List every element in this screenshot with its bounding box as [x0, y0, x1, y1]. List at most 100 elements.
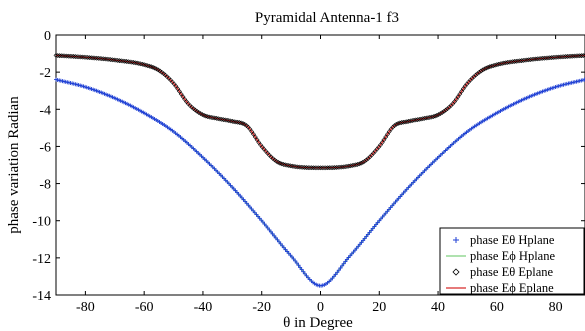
data-point [542, 55, 547, 61]
data-point [489, 63, 494, 69]
data-point [58, 53, 64, 59]
data-point [432, 113, 438, 119]
data-point [326, 165, 332, 171]
data-point [95, 55, 101, 61]
data-point [467, 77, 473, 83]
legend-label: phase Eϕ Eplane [470, 281, 554, 295]
data-point [134, 60, 140, 66]
data-point [533, 56, 539, 62]
data-point [527, 57, 533, 63]
data-point [513, 58, 519, 64]
data-point [561, 54, 567, 60]
data-point [294, 261, 299, 266]
data-point [353, 162, 359, 168]
data-point [62, 53, 68, 59]
x-tick-label: 60 [490, 300, 504, 315]
data-point [564, 54, 570, 59]
data-point [325, 165, 330, 171]
data-point [88, 55, 94, 61]
data-point [337, 164, 343, 170]
data-point [110, 57, 115, 63]
data-point [125, 59, 131, 65]
data-point [520, 58, 526, 63]
data-point [356, 161, 362, 167]
data-point [340, 263, 345, 268]
data-point [295, 164, 301, 170]
data-point [302, 165, 308, 170]
data-point [129, 59, 135, 65]
data-point [122, 58, 128, 64]
x-tick-label: 80 [549, 300, 563, 315]
data-point [53, 53, 59, 58]
data-point [83, 54, 89, 60]
data-point [430, 114, 436, 120]
data-point [299, 267, 304, 272]
data-point [212, 115, 218, 121]
data-point [224, 117, 230, 123]
data-point [323, 165, 329, 171]
data-point [291, 256, 296, 261]
series-2 [53, 53, 585, 171]
data-point [360, 159, 366, 165]
data-point [281, 161, 286, 167]
y-tick-label: -14 [32, 289, 51, 304]
data-point [559, 54, 565, 60]
legend-label: phase Eθ Eplane [470, 265, 553, 279]
data-point [390, 124, 396, 130]
data-point [113, 57, 119, 63]
data-point [335, 164, 341, 170]
x-tick-label: -80 [76, 300, 95, 315]
data-point [321, 165, 327, 171]
data-point [293, 164, 299, 170]
data-point [328, 165, 334, 171]
data-point [383, 134, 389, 140]
legend: phase Eθ Hplane phase Eϕ Hplane phase Eθ E… [439, 227, 585, 295]
data-point [298, 265, 303, 270]
data-point [379, 140, 385, 145]
data-point [436, 112, 442, 117]
y-tick-label: -4 [39, 103, 51, 118]
x-tick-label: -40 [194, 300, 213, 315]
data-point [335, 270, 340, 275]
data-point [512, 59, 517, 64]
data-point [573, 53, 579, 59]
data-point [483, 65, 489, 71]
data-point [446, 104, 452, 110]
data-point [536, 56, 542, 62]
y-axis-label: phase variation Radian [6, 96, 22, 234]
data-point [492, 62, 498, 68]
data-point [252, 134, 258, 140]
data-point [288, 163, 293, 169]
data-point [443, 107, 449, 113]
y-tick-label: -10 [32, 215, 51, 230]
data-point [517, 58, 523, 64]
data-point [178, 91, 184, 97]
data-point [549, 55, 554, 61]
legend-label: phase Eθ Hplane [470, 233, 555, 247]
data-point [577, 53, 583, 59]
data-point [254, 137, 260, 143]
data-point [571, 53, 577, 59]
data-point [215, 116, 221, 122]
y-tick-label: -8 [39, 178, 51, 193]
data-point [522, 57, 528, 63]
data-point [568, 53, 574, 59]
data-point [94, 55, 99, 61]
data-point [284, 162, 290, 168]
data-point [71, 54, 77, 59]
data-point [314, 165, 320, 171]
data-point [236, 120, 242, 125]
data-point [92, 55, 98, 61]
data-point [60, 53, 66, 59]
data-point [330, 165, 336, 171]
data-point [286, 163, 292, 168]
data-point [341, 261, 346, 266]
y-tick-label: -2 [39, 66, 51, 81]
data-point [138, 61, 144, 67]
y-tick-label: 0 [44, 29, 51, 44]
data-point [217, 116, 223, 122]
data-point [393, 121, 399, 127]
data-point [289, 163, 295, 169]
data-point [222, 117, 228, 123]
